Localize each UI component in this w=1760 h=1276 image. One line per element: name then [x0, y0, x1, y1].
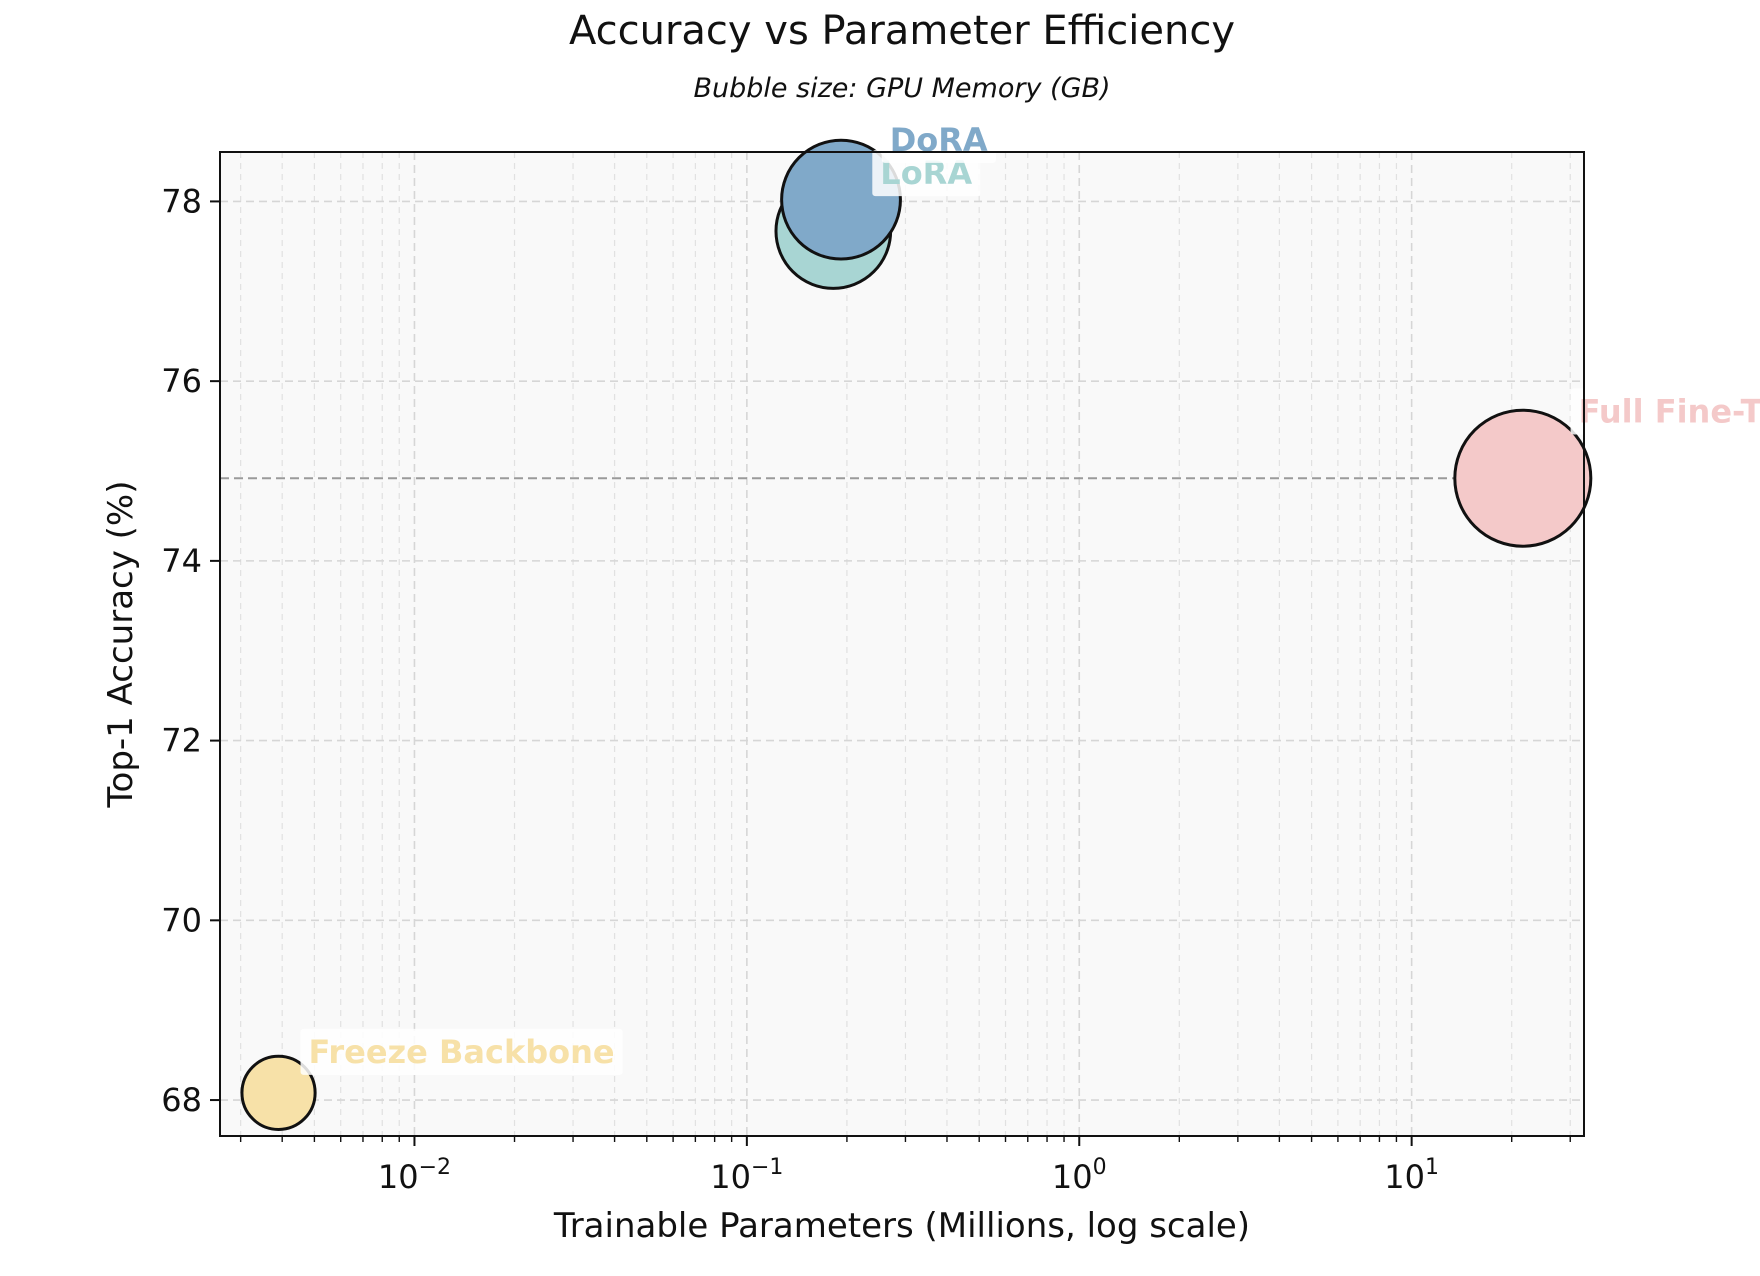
svg-text:DoRA: DoRA: [890, 121, 988, 159]
x-axis-label: Trainable Parameters (Millions, log scal…: [553, 1206, 1250, 1246]
y-axis-label: Top-1 Accuracy (%): [101, 481, 141, 809]
x-axis-ticks: 10−2 10−1 100 101: [239, 1136, 1571, 1196]
bubble: [1453, 408, 1593, 548]
plot-frame: [219, 151, 1585, 1137]
y-tick-label: 74: [161, 542, 202, 580]
x-tick-label: 101: [1384, 1155, 1439, 1196]
x-tick-label: 10−2: [378, 1155, 451, 1196]
chart-subtitle: Bubble size: GPU Memory (GB): [693, 73, 1110, 104]
svg-text:Freeze Backbone: Freeze Backbone: [309, 1033, 615, 1071]
svg-text:Full Fine-T: Full Fine-T: [1579, 392, 1760, 430]
bubble-label: Full Fine-T: [1570, 388, 1760, 435]
x-tick-label: 10−1: [710, 1155, 783, 1196]
y-tick-label: 78: [161, 182, 202, 220]
bubble: [780, 138, 902, 261]
bubble-label: DoRA: [881, 116, 996, 163]
x-tick-label: 100: [1052, 1155, 1107, 1196]
y-axis-ticks: 68 70 72 74 76 78: [161, 182, 220, 1119]
bubbles: [240, 138, 1593, 1131]
y-tick-label: 70: [161, 901, 202, 939]
y-tick-label: 72: [161, 722, 202, 760]
chart-title: Accuracy vs Parameter Efficiency: [569, 8, 1235, 54]
bubble-label: Freeze Backbone: [300, 1028, 623, 1075]
y-tick-label: 76: [161, 362, 202, 400]
bubble: [240, 1054, 317, 1131]
grid-lines: [220, 152, 1584, 1136]
y-tick-label: 68: [161, 1081, 202, 1119]
plot-area: [220, 152, 1584, 1136]
